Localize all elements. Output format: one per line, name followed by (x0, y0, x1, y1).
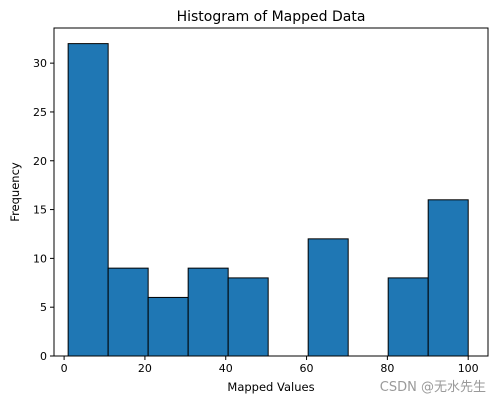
x-tick-label: 20 (138, 362, 152, 375)
x-tick-label: 0 (61, 362, 68, 375)
y-axis-label: Frequency (8, 162, 22, 222)
histogram-bar (107, 267, 149, 357)
x-tick-label: 40 (219, 362, 233, 375)
chart-title: Histogram of Mapped Data (177, 9, 366, 25)
x-tick-label: 60 (300, 362, 314, 375)
x-tick-label: 80 (380, 362, 394, 375)
x-tick-label: 100 (458, 362, 479, 375)
y-axis-ticks: 0 5 10 15 20 25 30 (33, 57, 54, 363)
x-axis-ticks: 0 20 40 60 80 100 (61, 356, 479, 375)
y-tick-label: 30 (33, 57, 47, 70)
plot-frame (53, 27, 489, 357)
watermark-text: CSDN @无水先生 (380, 380, 486, 395)
y-tick-label: 15 (33, 204, 47, 217)
y-tick-label: 10 (33, 252, 47, 265)
y-tick-label: 0 (40, 350, 47, 363)
y-tick-label: 20 (33, 155, 47, 168)
histogram-bar (227, 277, 269, 357)
histogram-bar (427, 199, 469, 357)
y-tick-label: 25 (33, 106, 47, 119)
histogram-bar (187, 267, 229, 357)
histogram-bar (147, 296, 189, 357)
bars-group (67, 43, 469, 357)
histogram-bar (387, 277, 429, 357)
histogram-bar (67, 43, 109, 357)
histogram-bar (307, 238, 349, 357)
x-axis-label: Mapped Values (227, 380, 314, 394)
y-tick-label: 5 (40, 301, 47, 314)
